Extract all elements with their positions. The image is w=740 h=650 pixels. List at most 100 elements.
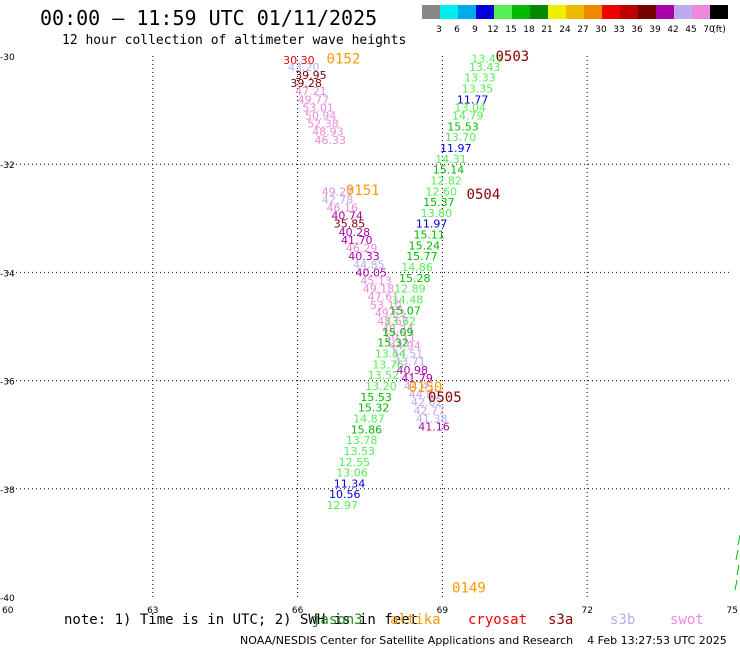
data-label-altika: 49.51	[375, 307, 407, 320]
x-tick-label: 66	[292, 606, 304, 616]
data-label-s3a: 12.82	[430, 174, 462, 187]
data-label-s3a: 11.97	[440, 142, 472, 155]
data-label-altika: 52.38	[307, 118, 339, 131]
data-label-altika: 44.51	[392, 348, 424, 361]
pass-time-label: 0151	[346, 183, 380, 199]
data-label-s3a: 14.86	[401, 261, 433, 274]
data-label-altika: 48.93	[312, 126, 344, 139]
pass-time-label: 0504	[467, 187, 501, 203]
pass-time-label: 0149	[452, 580, 486, 596]
data-label-altika: 47.21	[295, 85, 327, 98]
colorbar-swatch	[476, 5, 494, 19]
data-label-s3a: 13.52	[368, 369, 400, 382]
colorbar-legend: 3 6 9 12 15 18 21 24 27 30 33 36 39 42 45 70 (ft)	[422, 5, 732, 41]
colorbar-label: (ft)	[712, 25, 726, 35]
data-label-altika: 40.28	[339, 226, 371, 239]
colorbar-label: 6	[454, 25, 460, 35]
colorbar-swatch	[512, 5, 530, 19]
data-label-s3a: 12.55	[339, 456, 371, 469]
data-label-s3a: 15.28	[399, 272, 431, 285]
colorbar-label: 27	[577, 25, 588, 35]
data-label-altika: 48.67	[377, 315, 409, 328]
data-label-s3a: 15.53	[360, 391, 392, 404]
data-label-s3a: 13.62	[384, 315, 416, 328]
data-label-s3a: 15.32	[377, 337, 409, 350]
y-tick-label: -32	[0, 161, 15, 171]
data-label-altika: 40.05	[356, 266, 388, 279]
colorbar-swatch	[422, 5, 440, 19]
colorbar-swatch	[656, 5, 674, 19]
data-label-altika: 49.27	[322, 185, 354, 198]
colorbar-label: 12	[487, 25, 498, 35]
chart-title: 00:00 – 11:59 UTC 01/11/2025	[40, 6, 378, 30]
data-label-s3a: 11.34	[334, 477, 366, 490]
mission-legend-item: s3a	[548, 612, 574, 628]
data-label-s3a: 12.60	[426, 185, 458, 198]
footer: NOAA/NESDIS Center for Satellite Applica…	[240, 634, 727, 647]
chart-subtitle: 12 hour collection of altimeter wave hei…	[62, 33, 407, 48]
data-label-s3a: 12.89	[394, 283, 426, 296]
colorbar-swatch	[440, 5, 458, 19]
mission-legend-item: jason3	[312, 612, 363, 628]
data-label-s3a: 14.31	[435, 153, 467, 166]
y-tick-label: -30	[0, 53, 15, 63]
data-label-s3a: 15.86	[351, 423, 383, 436]
colorbar-swatch	[710, 5, 728, 19]
colorbar-label: 21	[541, 25, 552, 35]
data-label-s3a: 15.14	[433, 164, 465, 177]
data-label-altika: 48.24	[382, 323, 414, 336]
edge-track-mark	[734, 579, 738, 591]
data-label-altika: 50.94	[305, 110, 337, 123]
data-label-altika: 42.62	[411, 396, 443, 409]
data-label-s3a: 13.54	[375, 348, 407, 361]
data-label-altika: 50.11	[384, 331, 416, 344]
mission-legend-item: s3b	[610, 612, 636, 628]
pass-time-label: 0503	[495, 49, 529, 65]
y-tick-label: -38	[0, 486, 15, 496]
data-label-altika: 42.78	[322, 193, 354, 206]
colorbar-swatch	[692, 5, 710, 19]
colorbar-swatch	[584, 5, 602, 19]
data-label-altika: 39.28	[290, 77, 322, 90]
note-text: note: 1) Time is in UTC; 2) SWH is in fe…	[64, 612, 419, 628]
data-label-s3a: 13.78	[346, 434, 378, 447]
data-label-altika: 46.29	[346, 242, 378, 255]
data-label-s3a: 15.07	[389, 304, 421, 317]
footer-timestamp: 4 Feb 13:27:53 UTC 2025	[587, 634, 727, 647]
data-label-s3a: 12.97	[327, 499, 359, 512]
data-label-altika: 43.71	[394, 356, 426, 369]
colorbar-svg: 3 6 9 12 15 18 21 24 27 30 33 36 39 42 45 70(ft)	[422, 5, 728, 35]
y-tick-label: -40	[0, 594, 15, 604]
data-label-s3a: 13.70	[445, 131, 477, 144]
data-label-altika: 43.20	[288, 61, 320, 74]
edge-track-mark	[736, 564, 740, 576]
colorbar-label: 18	[523, 25, 535, 35]
data-label-s3a: 14.48	[392, 293, 424, 306]
data-label-altika: 35.85	[334, 218, 366, 231]
data-label-altika: 41.16	[418, 421, 450, 434]
data-label-altika: 40.74	[331, 210, 363, 223]
data-label-altika: 46.16	[327, 201, 359, 214]
data-label-s3a: 15.09	[382, 326, 414, 339]
data-label-altika: 41.70	[341, 234, 373, 247]
colorbar-label: 39	[649, 25, 661, 35]
data-label-s3a: 15.24	[409, 239, 441, 252]
data-label-altika: 44.80	[409, 388, 441, 401]
data-label-s3a: 11.77	[457, 93, 489, 106]
data-label-altika: 41.38	[416, 412, 448, 425]
colorbar-label: 42	[667, 25, 678, 35]
x-tick-label: 60	[2, 606, 14, 616]
x-tick-label: 69	[437, 606, 449, 616]
colorbar-swatch	[674, 5, 692, 19]
data-label-altika: 53.01	[302, 101, 334, 114]
mission-legend-item: cryosat	[468, 612, 528, 628]
pass-time-label: 0152	[327, 52, 361, 68]
data-label-s3a: 10.56	[329, 488, 361, 501]
data-label-altika: 45.13	[360, 275, 392, 288]
colorbar-swatch	[566, 5, 584, 19]
data-label-s3a: 15.53	[447, 120, 479, 133]
data-label-altika: 44.94	[389, 339, 421, 352]
y-tick-label: -36	[0, 378, 15, 388]
colorbar-label: 24	[559, 25, 571, 35]
data-label-s3a: 13.06	[336, 467, 368, 480]
